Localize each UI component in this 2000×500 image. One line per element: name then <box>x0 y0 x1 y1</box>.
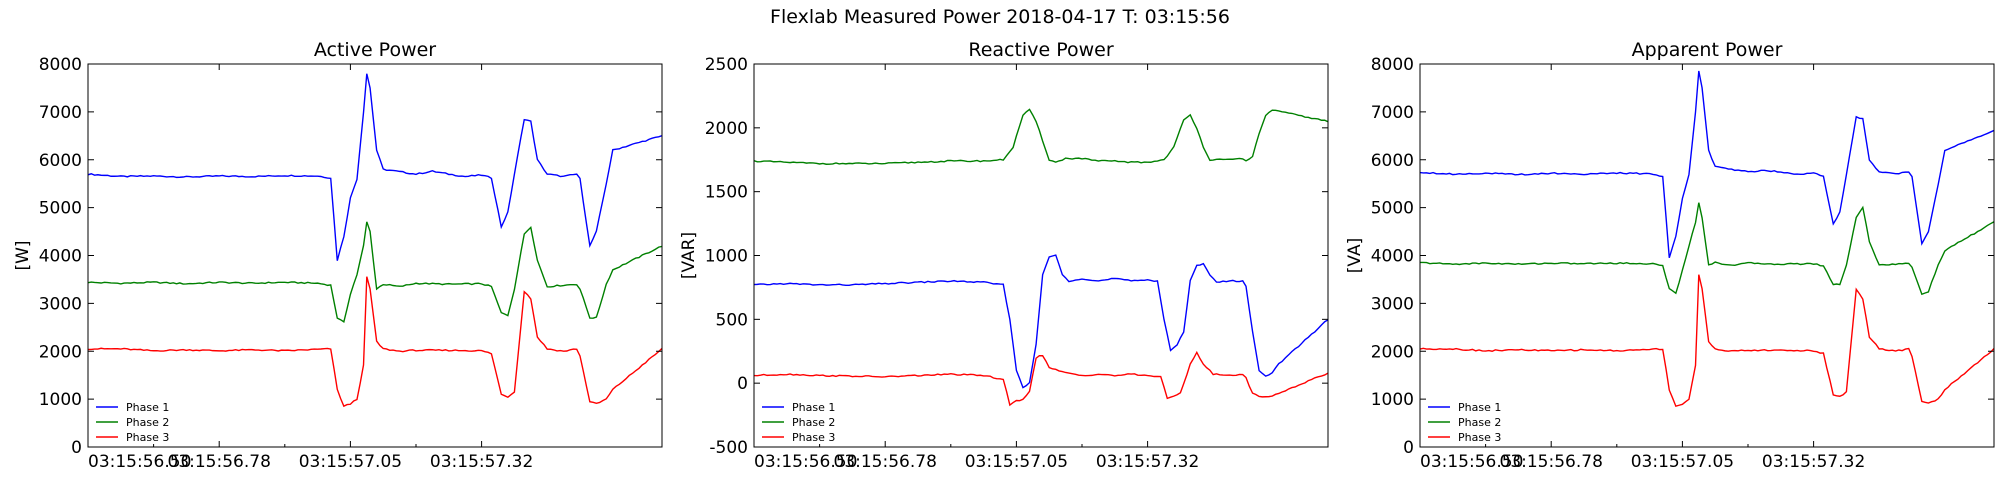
series-line-phase-2 <box>1420 202 1994 296</box>
y-tick-label: 7000 <box>1371 103 1414 123</box>
legend-label-phase-2: Phase 2 <box>1458 416 1501 429</box>
y-tick-label: 7000 <box>39 103 82 123</box>
chart-title: Active Power <box>314 39 436 61</box>
y-tick-label: 4000 <box>39 247 82 267</box>
x-tick-label: 03:15:57.05 <box>965 452 1068 472</box>
legend: Phase 1 Phase 2 Phase 3 <box>96 401 169 444</box>
x-tick-label: 03:15:57.32 <box>430 452 533 472</box>
x-tick-label: 03:15:56.50 <box>1420 452 1523 472</box>
y-axis-label: [W] <box>13 240 33 270</box>
y-tick-label: 2500 <box>705 55 748 75</box>
series-line-phase-3 <box>1420 274 1994 408</box>
y-tick-label: 2000 <box>1371 342 1414 362</box>
x-tick-label: 03:15:57.32 <box>1096 452 1199 472</box>
y-tick-label: 3000 <box>1371 294 1414 314</box>
y-tick-label: 5000 <box>1371 199 1414 219</box>
x-tick-label: 03:15:57.32 <box>1762 452 1865 472</box>
y-tick-label: 5000 <box>39 199 82 219</box>
y-tick-label: 0 <box>737 374 748 394</box>
y-tick-label: 0 <box>71 438 82 458</box>
y-tick-label: 1000 <box>1371 390 1414 410</box>
series-line-phase-1 <box>88 73 662 261</box>
chart-title: Reactive Power <box>968 39 1113 61</box>
y-tick-label: 6000 <box>39 151 82 171</box>
y-tick-label: 8000 <box>39 55 82 75</box>
legend-label-phase-1: Phase 1 <box>126 401 169 414</box>
x-tick-label: 03:15:56.78 <box>1500 452 1603 472</box>
x-tick-label: 03:15:57.05 <box>1631 452 1734 472</box>
y-tick-label: 2000 <box>705 119 748 139</box>
y-tick-label: 2000 <box>39 342 82 362</box>
chart-title: Apparent Power <box>1632 39 1783 61</box>
chart-reactive-power: Reactive Power [VAR] -500 0 500 1000 1500 2000 2… <box>679 39 1329 472</box>
y-axis-label: [VA] <box>1345 238 1365 273</box>
chart-apparent-power: Apparent Power [VA] 0 1000 2000 3000 4000 5000 6… <box>1345 39 1995 472</box>
y-tick-label: 8000 <box>1371 55 1414 75</box>
x-tick-label: 03:15:56.78 <box>834 452 937 472</box>
series-line-phase-2 <box>88 221 662 324</box>
legend-label-phase-2: Phase 2 <box>126 416 169 429</box>
y-tick-label: 1000 <box>39 390 82 410</box>
legend: Phase 1 Phase 2 Phase 3 <box>1428 401 1501 444</box>
y-tick-label: 500 <box>716 310 748 330</box>
x-tick-label: 03:15:56.50 <box>88 452 191 472</box>
series-line-phase-3 <box>754 350 1328 407</box>
plot-frame <box>753 63 1329 448</box>
y-tick-label: 0 <box>1403 438 1414 458</box>
y-axis-label: [VAR] <box>679 232 699 279</box>
figure-title: Flexlab Measured Power 2018-04-17 T: 03:… <box>770 6 1230 28</box>
plot-frame <box>87 63 663 448</box>
legend-label-phase-1: Phase 1 <box>792 401 835 414</box>
y-tick-label: 1000 <box>705 247 748 267</box>
series-line-phase-3 <box>88 276 662 408</box>
legend-label-phase-3: Phase 3 <box>792 431 835 444</box>
legend-label-phase-1: Phase 1 <box>1458 401 1501 414</box>
series-line-phase-1 <box>1420 70 1994 259</box>
x-tick-label: 03:15:56.50 <box>754 452 857 472</box>
x-tick-label: 03:15:57.05 <box>299 452 402 472</box>
legend: Phase 1 Phase 2 Phase 3 <box>762 401 835 444</box>
y-tick-label: 1500 <box>705 183 748 203</box>
legend-label-phase-3: Phase 3 <box>126 431 169 444</box>
series-line-phase-1 <box>754 254 1328 389</box>
x-tick-label: 03:15:56.78 <box>168 452 271 472</box>
legend-label-phase-3: Phase 3 <box>1458 431 1501 444</box>
y-tick-label: -500 <box>709 438 748 458</box>
y-tick-label: 3000 <box>39 294 82 314</box>
series-line-phase-2 <box>754 108 1328 165</box>
y-tick-label: 6000 <box>1371 151 1414 171</box>
y-tick-label: 4000 <box>1371 247 1414 267</box>
legend-label-phase-2: Phase 2 <box>792 416 835 429</box>
chart-active-power: Active Power [W] 0 1000 2000 3000 4000 5000 6000… <box>13 39 663 472</box>
